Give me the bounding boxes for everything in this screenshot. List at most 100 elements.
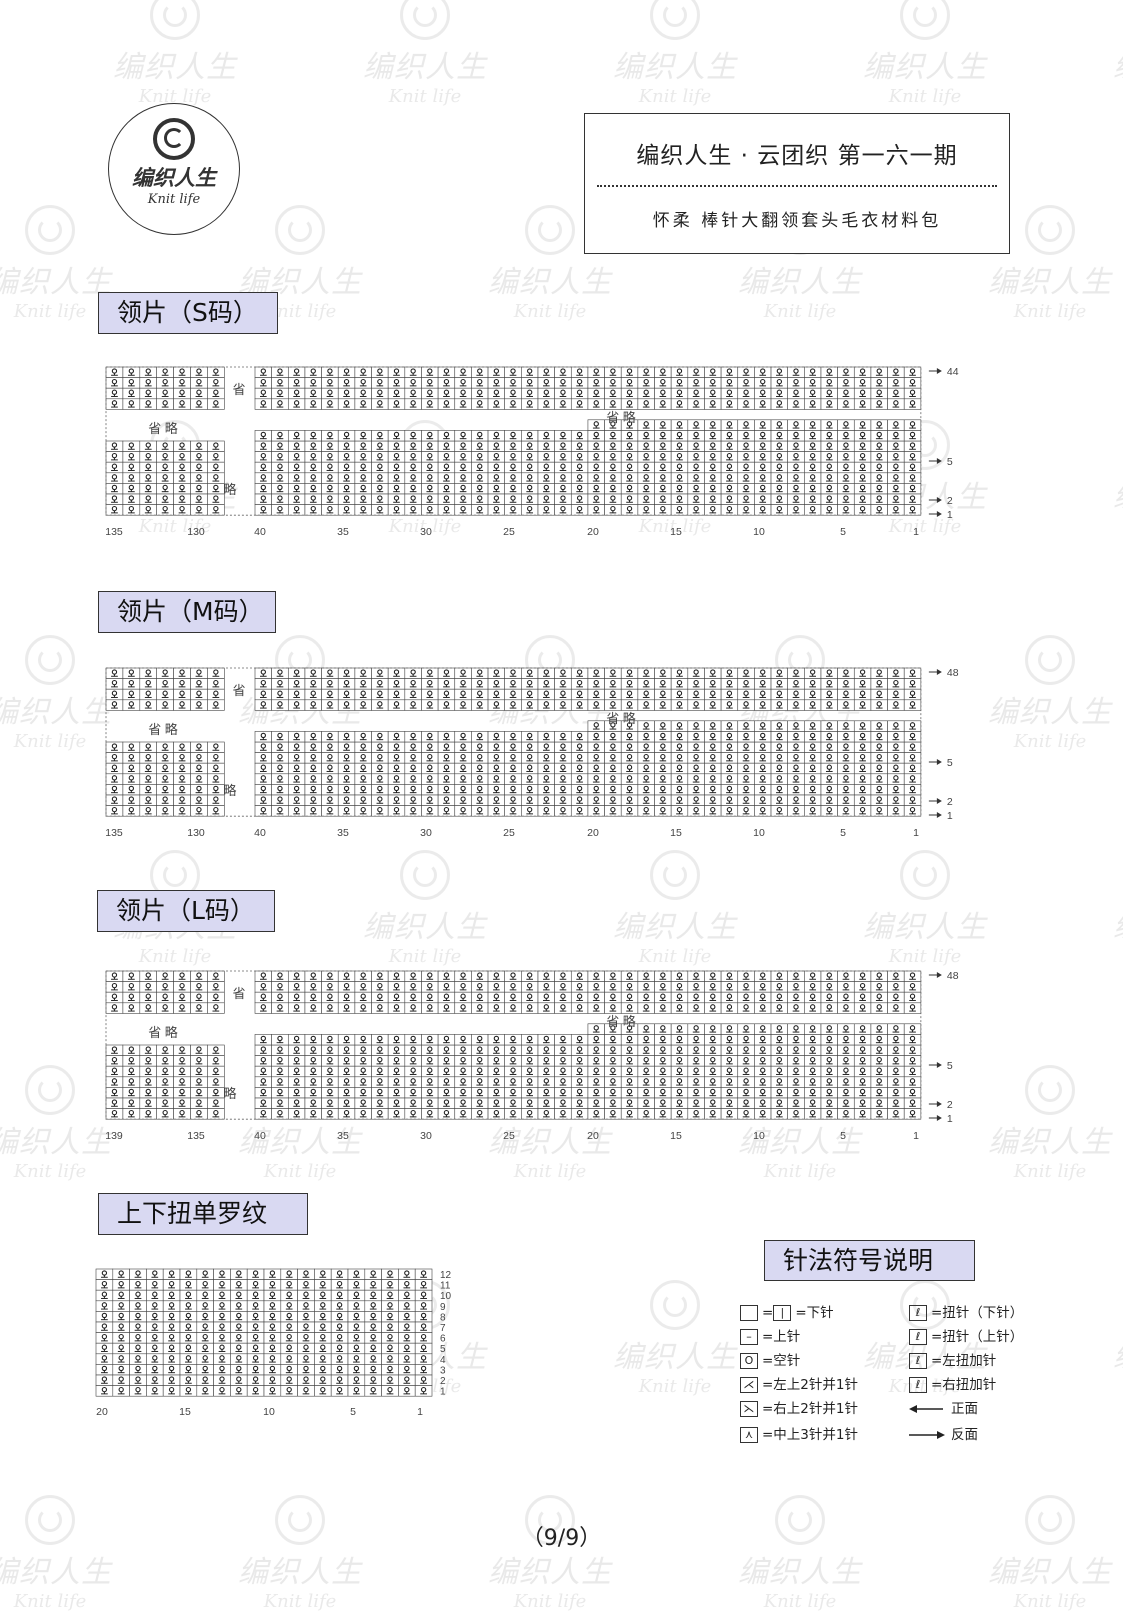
section-title-collar-s: 领片（S码） <box>98 292 278 334</box>
x-tick-label: 15 <box>670 526 682 538</box>
omit-label-bottom: 略 <box>223 783 236 798</box>
yarn-swirl-icon <box>153 118 195 160</box>
x-tick-label: 135 <box>105 526 123 538</box>
row-label: 2 <box>947 495 953 507</box>
logo-subtext: Knit life <box>109 192 239 207</box>
legend-item-right-dec: ⋋=右上2针并1针 <box>740 1399 858 1419</box>
legend-item-twist-knit: ℓ=扭针（下针） <box>909 1303 1023 1323</box>
rib-x-tick-label: 1 <box>417 1406 423 1418</box>
omit-label-left: 省 略 <box>148 421 178 436</box>
x-tick-label: 35 <box>337 1130 349 1142</box>
rib-row-label: 10 <box>440 1291 452 1302</box>
row-label: 5 <box>947 757 953 769</box>
row-label: 2 <box>947 1099 953 1111</box>
omit-label-left: 省 略 <box>148 722 178 737</box>
x-tick-label: 20 <box>587 827 599 839</box>
rib-row-label: 4 <box>440 1355 446 1366</box>
section-title-collar-l: 领片（L码） <box>97 890 275 932</box>
issue-title-box: 编织人生 · 云团织 第一六一期 怀柔 棒针大翻领套头毛衣材料包 <box>584 113 1010 254</box>
x-tick-label: 5 <box>840 526 846 538</box>
left-top-grid <box>106 367 224 409</box>
rib-x-tick-label: 20 <box>96 1406 108 1418</box>
row-label: 1 <box>947 509 953 521</box>
rib-row-label: 3 <box>440 1365 446 1376</box>
left-bottom-grid <box>106 441 224 515</box>
omit-label-left: 省 略 <box>148 1025 178 1040</box>
x-tick-label: 135 <box>105 827 123 839</box>
brand-logo: 编织人生 Knit life <box>108 103 240 235</box>
rib-x-tick-label: 5 <box>350 1406 356 1418</box>
section-title-twisted-rib: 上下扭单罗纹 <box>98 1193 308 1235</box>
rib-grid <box>96 1269 432 1396</box>
twist-purl-icon: ℓ <box>909 1329 927 1345</box>
empty-cell-icon <box>740 1305 758 1321</box>
short-row-band <box>255 721 921 742</box>
x-tick-label: 40 <box>254 827 266 839</box>
legend-item-front: 正面 <box>909 1399 978 1419</box>
x-tick-label: 15 <box>670 827 682 839</box>
page-number: （9/9） <box>0 1520 1123 1552</box>
purl-dash-icon: – <box>740 1329 758 1345</box>
x-tick-label: 25 <box>503 526 515 538</box>
legend-item-left-dec: ⋌=左上2针并1针 <box>740 1375 858 1395</box>
omit-label-top: 省 <box>232 986 245 1001</box>
omit-label-bottom: 略 <box>223 482 236 497</box>
x-tick-label: 40 <box>254 526 266 538</box>
omit-label-right: 省 略 <box>606 410 636 425</box>
right-top-grid <box>255 971 921 1013</box>
rib-row-label: 1 <box>440 1387 446 1398</box>
x-tick-label: 130 <box>187 526 205 538</box>
rib-x-tick-label: 10 <box>263 1406 275 1418</box>
right-bottom-grid <box>255 1045 921 1119</box>
x-tick-label: 35 <box>337 526 349 538</box>
omit-label-right: 省 略 <box>606 1014 636 1029</box>
rib-row-label: 5 <box>440 1344 446 1355</box>
x-tick-label: 30 <box>420 1130 432 1142</box>
rib-row-label: 12 <box>440 1270 452 1281</box>
legend-item-left-twist-inc: ℓ=左扭加针 <box>909 1351 996 1371</box>
omit-label-right: 省 略 <box>606 711 636 726</box>
right-bottom-grid <box>255 441 921 515</box>
legend-item-purl: –=上针 <box>740 1327 800 1347</box>
legend-item-center-dec: ⋏=中上3针并1针 <box>740 1425 858 1445</box>
rib-row-label: 7 <box>440 1323 446 1334</box>
issue-subtitle: 怀柔 棒针大翻领套头毛衣材料包 <box>585 206 1009 231</box>
x-tick-label: 10 <box>753 1130 765 1142</box>
short-row-band <box>255 420 921 441</box>
left-twist-increase-icon: ℓ <box>909 1353 927 1369</box>
section-title-collar-m: 领片（M码） <box>98 591 276 633</box>
x-tick-label: 25 <box>503 827 515 839</box>
omit-label-top: 省 <box>232 382 245 397</box>
dotted-divider <box>597 185 997 187</box>
left-top-grid <box>106 971 224 1013</box>
right-twist-increase-icon: ℓ <box>909 1377 927 1393</box>
knit-bar-icon: | <box>773 1305 791 1321</box>
center-decrease-icon: ⋏ <box>740 1427 758 1443</box>
row-label: 48 <box>947 970 959 982</box>
row-label: 1 <box>947 810 953 822</box>
x-tick-label: 5 <box>840 1130 846 1142</box>
arrow-right-icon <box>909 1430 945 1440</box>
x-tick-label: 40 <box>254 1130 266 1142</box>
left-bottom-grid <box>106 1045 224 1119</box>
right-top-grid <box>255 668 921 710</box>
x-tick-label: 1 <box>913 1130 919 1142</box>
arrow-left-icon <box>909 1404 945 1414</box>
row-label: 5 <box>947 1060 953 1072</box>
short-row-band <box>255 1024 921 1045</box>
logo-text: 编织人生 <box>109 162 239 192</box>
left-decrease-icon: ⋌ <box>740 1377 758 1393</box>
